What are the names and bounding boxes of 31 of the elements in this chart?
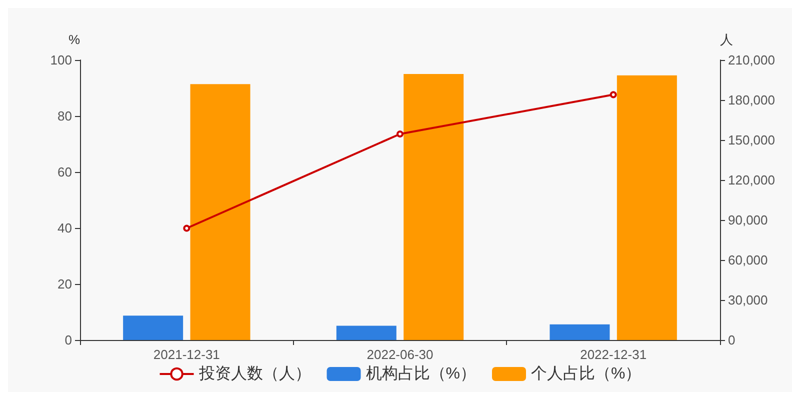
legend-label: 个人占比（%） bbox=[531, 364, 642, 382]
y2-tick-label: 0 bbox=[728, 332, 736, 348]
y2-axis-title: 人 bbox=[720, 32, 733, 47]
y-axis-title: % bbox=[68, 32, 80, 47]
bar bbox=[336, 326, 396, 340]
y-tick-label: 20 bbox=[58, 276, 72, 292]
y2-tick-label: 30,000 bbox=[728, 292, 768, 308]
point bbox=[610, 91, 617, 98]
bar bbox=[190, 84, 250, 340]
bar bbox=[550, 324, 610, 340]
y2-tick-label: 180,000 bbox=[728, 92, 775, 108]
y2-tick-label: 150,000 bbox=[728, 132, 775, 148]
bar bbox=[616, 75, 677, 340]
y2-tick-label: 210,000 bbox=[728, 52, 775, 68]
y-tick-label: 0 bbox=[64, 332, 72, 348]
x-tick-label: 2022-06-30 bbox=[366, 347, 434, 362]
x-tick-label: 2022-12-31 bbox=[580, 347, 647, 362]
bar bbox=[123, 316, 184, 340]
bar bbox=[404, 74, 464, 340]
x-tick-label: 2021-12-31 bbox=[153, 347, 220, 362]
y2-tick-label: 120,000 bbox=[728, 172, 775, 188]
legend-label: 投资人数（人） bbox=[198, 364, 311, 382]
point bbox=[183, 224, 190, 232]
y2-tick-label: 60,000 bbox=[728, 252, 768, 268]
y2-tick-label: 90,000 bbox=[728, 212, 768, 228]
y-tick-label: 40 bbox=[58, 220, 72, 236]
y-tick-label: 100 bbox=[50, 52, 72, 68]
y-tick-label: 80 bbox=[58, 108, 72, 124]
point bbox=[396, 130, 404, 138]
y-tick-label: 60 bbox=[58, 164, 72, 180]
legend-label: 机构占比（%） bbox=[366, 364, 476, 382]
